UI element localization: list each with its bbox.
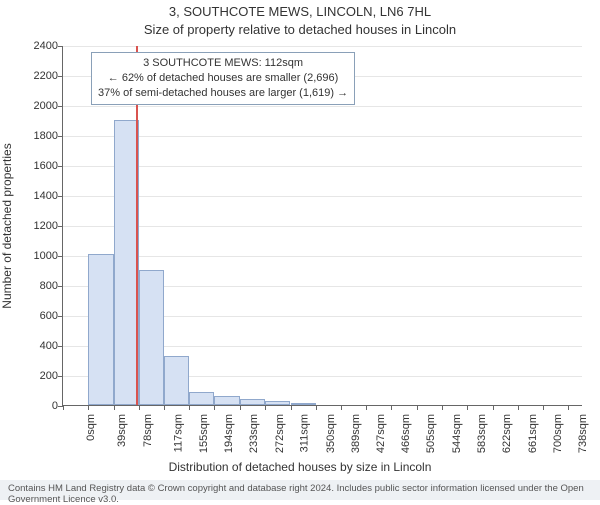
x-tick-label: 350sqm xyxy=(325,414,337,453)
x-tick-mark xyxy=(366,405,367,410)
x-tick-label: 272sqm xyxy=(274,414,286,453)
gridline xyxy=(63,226,582,227)
y-tick-label: 2200 xyxy=(18,70,58,82)
x-tick-label: 505sqm xyxy=(425,414,437,453)
histogram-bar xyxy=(139,270,164,405)
x-tick-label: 661sqm xyxy=(527,414,539,453)
x-tick-label: 194sqm xyxy=(223,414,235,453)
x-tick-label: 389sqm xyxy=(350,414,362,453)
x-tick-mark xyxy=(391,405,392,410)
y-axis-label: Number of detached properties xyxy=(0,143,14,308)
y-tick-mark xyxy=(58,256,63,257)
x-tick-mark xyxy=(265,405,266,410)
y-tick-label: 800 xyxy=(18,280,58,292)
gridline xyxy=(63,166,582,167)
histogram-plot-area: 3 SOUTHCOTE MEWS: 112sqm ← 62% of detach… xyxy=(62,46,582,406)
x-tick-label: 700sqm xyxy=(552,414,564,453)
x-tick-mark xyxy=(240,405,241,410)
x-tick-label: 427sqm xyxy=(375,414,387,453)
x-tick-mark xyxy=(114,405,115,410)
annotation-line-3: 37% of semi-detached houses are larger (… xyxy=(98,86,348,101)
y-tick-label: 1000 xyxy=(18,250,58,262)
histogram-bar xyxy=(214,396,239,405)
y-tick-label: 1400 xyxy=(18,190,58,202)
y-tick-label: 600 xyxy=(18,310,58,322)
y-tick-label: 0 xyxy=(18,400,58,412)
histogram-bar xyxy=(164,356,189,406)
x-tick-mark xyxy=(88,405,89,410)
annotation-line-2: ← 62% of detached houses are smaller (2,… xyxy=(98,71,348,86)
histogram-bar xyxy=(291,403,316,405)
y-tick-mark xyxy=(58,136,63,137)
page-title-subtitle: Size of property relative to detached ho… xyxy=(0,22,600,37)
x-tick-mark xyxy=(164,405,165,410)
x-tick-mark xyxy=(442,405,443,410)
y-tick-mark xyxy=(58,226,63,227)
x-tick-mark xyxy=(417,405,418,410)
y-tick-label: 2000 xyxy=(18,100,58,112)
y-tick-mark xyxy=(58,286,63,287)
histogram-bar xyxy=(88,254,113,406)
x-tick-label: 117sqm xyxy=(172,414,184,452)
x-tick-label: 155sqm xyxy=(198,414,210,453)
y-tick-label: 2400 xyxy=(18,40,58,52)
annotation-box: 3 SOUTHCOTE MEWS: 112sqm ← 62% of detach… xyxy=(91,52,355,105)
y-tick-mark xyxy=(58,166,63,167)
x-tick-label: 466sqm xyxy=(400,414,412,453)
histogram-bar xyxy=(265,401,290,405)
x-tick-label: 39sqm xyxy=(116,414,128,447)
y-tick-mark xyxy=(58,196,63,197)
y-tick-label: 200 xyxy=(18,370,58,382)
y-tick-mark xyxy=(58,106,63,107)
x-tick-mark xyxy=(341,405,342,410)
page-title-address: 3, SOUTHCOTE MEWS, LINCOLN, LN6 7HL xyxy=(0,4,600,19)
x-tick-label: 622sqm xyxy=(501,414,513,453)
histogram-bar xyxy=(240,399,265,405)
gridline xyxy=(63,46,582,47)
y-tick-mark xyxy=(58,376,63,377)
x-tick-label: 233sqm xyxy=(249,414,261,453)
gridline xyxy=(63,106,582,107)
x-axis-label: Distribution of detached houses by size … xyxy=(0,460,600,474)
x-tick-mark xyxy=(139,405,140,410)
annotation-line-1: 3 SOUTHCOTE MEWS: 112sqm xyxy=(98,56,348,71)
x-tick-mark xyxy=(214,405,215,410)
y-tick-mark xyxy=(58,346,63,347)
x-tick-mark xyxy=(316,405,317,410)
x-tick-mark xyxy=(467,405,468,410)
x-tick-mark xyxy=(493,405,494,410)
y-tick-label: 400 xyxy=(18,340,58,352)
x-tick-label: 311sqm xyxy=(298,414,310,452)
x-tick-mark xyxy=(63,405,64,410)
x-tick-mark xyxy=(518,405,519,410)
y-tick-label: 1200 xyxy=(18,220,58,232)
x-tick-label: 544sqm xyxy=(451,414,463,453)
x-tick-label: 583sqm xyxy=(476,414,488,453)
y-tick-mark xyxy=(58,46,63,47)
y-tick-mark xyxy=(58,316,63,317)
y-tick-mark xyxy=(58,76,63,77)
x-tick-mark xyxy=(568,405,569,410)
gridline xyxy=(63,136,582,137)
histogram-bar xyxy=(189,392,214,406)
x-tick-label: 78sqm xyxy=(142,414,154,447)
y-tick-label: 1600 xyxy=(18,160,58,172)
gridline xyxy=(63,196,582,197)
y-tick-label: 1800 xyxy=(18,130,58,142)
x-tick-mark xyxy=(543,405,544,410)
x-tick-label: 0sqm xyxy=(85,414,97,441)
x-tick-label: 738sqm xyxy=(577,414,589,453)
gridline xyxy=(63,256,582,257)
x-tick-mark xyxy=(189,405,190,410)
x-tick-mark xyxy=(291,405,292,410)
footer-attribution: Contains HM Land Registry data © Crown c… xyxy=(0,480,600,500)
